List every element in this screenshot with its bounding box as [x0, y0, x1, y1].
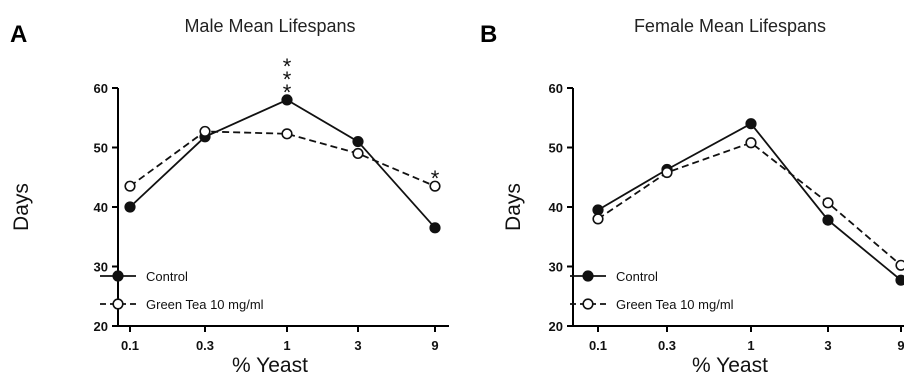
- panel-a-y-tick-label: 40: [94, 200, 108, 215]
- panel-b-point-control: [895, 274, 904, 286]
- panel-b-x-tick-label: 0.3: [658, 338, 676, 353]
- panel-a-title: Male Mean Lifespans: [184, 16, 355, 36]
- panel-a-legend-label-green-tea: Green Tea 10 mg/ml: [146, 297, 264, 312]
- panel-b-point-green-tea: [661, 166, 673, 179]
- panel-a-x-tick-label: 9: [431, 338, 438, 353]
- panel-a-x-tick-label: 3: [354, 338, 361, 353]
- panel-a-line-green-tea: [129, 130, 436, 188]
- panel-a-significance-star: *: [431, 166, 440, 191]
- panel-b-point-control: [822, 214, 834, 226]
- panel-b-y-tick-label: 60: [549, 81, 563, 96]
- panel-a-point-control: [429, 222, 441, 234]
- panel-b-y-tick-label: 20: [549, 319, 563, 334]
- panel-a-y-tick-label: 50: [94, 141, 108, 156]
- panel-a-point-control: [281, 94, 293, 106]
- panel-b-legend-marker-control: [582, 270, 594, 282]
- panel-a-point-green-tea: [199, 125, 211, 138]
- panel-a-y-tick-label: 60: [94, 81, 108, 96]
- panel-b-x-tick-label: 1: [747, 338, 754, 353]
- panel-b-x-tick-label: 0.1: [589, 338, 607, 353]
- panel-a-point-control: [124, 201, 136, 213]
- panel-a-x-axis-label: % Yeast: [232, 354, 308, 377]
- panel-a-significance-star: *: [283, 67, 292, 92]
- panel-a-y-tick-label: 20: [94, 319, 108, 334]
- panel-b-x-tick-label: 9: [897, 338, 904, 353]
- panel-a-x-tick-label: 1: [283, 338, 290, 353]
- panel-a-point-control: [352, 135, 364, 148]
- panel-b-x-tick-label: 3: [824, 338, 831, 353]
- panel-a-point-green-tea: [124, 180, 136, 192]
- panel-b-legend-label-control: Control: [616, 269, 658, 284]
- panel-a-point-green-tea: [429, 180, 441, 192]
- panel-a-significance-star: *: [283, 80, 292, 105]
- panel-b: B Female Mean Lifespans 20 30 40 50 60 0.1 0.3 1 3…: [480, 16, 904, 377]
- panel-a-letter: A: [10, 21, 27, 48]
- panel-b-x-axis-label: % Yeast: [692, 354, 768, 377]
- panel-a-y-axis-label: Days: [10, 183, 33, 231]
- panel-a-x-tick-label: 0.3: [196, 338, 214, 353]
- panel-b-y-axis-label: Days: [502, 183, 525, 231]
- panel-b-letter: B: [480, 21, 497, 48]
- panel-b-legend-marker-green-tea: [582, 298, 594, 310]
- panel-a-x-tick-label: 0.1: [121, 338, 139, 353]
- panel-b-point-green-tea: [592, 213, 604, 225]
- panel-a: A Male Mean Lifespans 20 30 40 50 60 0.1 0.3 1 3 9%…: [10, 16, 449, 377]
- panel-b-y-tick-label: 30: [549, 260, 563, 275]
- panel-a-legend-marker-control: [112, 270, 124, 282]
- panel-b-y-tick-label: 50: [549, 141, 563, 156]
- panel-a-point-green-tea: [281, 128, 293, 140]
- panel-b-point-green-tea: [745, 137, 757, 149]
- panel-a-legend-marker-green-tea: [112, 298, 124, 310]
- panel-b-y-tick-label: 40: [549, 200, 563, 215]
- panel-b-line-green-tea: [597, 141, 902, 266]
- panel-b-point-green-tea: [895, 259, 904, 271]
- panel-a-significance-star: *: [283, 54, 292, 79]
- panel-a-line-control: [129, 98, 436, 229]
- panel-a-y-tick-label: 30: [94, 260, 108, 275]
- panel-b-point-green-tea: [822, 197, 834, 209]
- panel-a-point-green-tea: [352, 147, 364, 160]
- panel-b-legend-label-green-tea: Green Tea 10 mg/ml: [616, 297, 734, 312]
- panel-b-point-control: [745, 118, 757, 130]
- panel-b-title: Female Mean Lifespans: [634, 16, 826, 36]
- panel-a-legend-label-control: Control: [146, 269, 188, 284]
